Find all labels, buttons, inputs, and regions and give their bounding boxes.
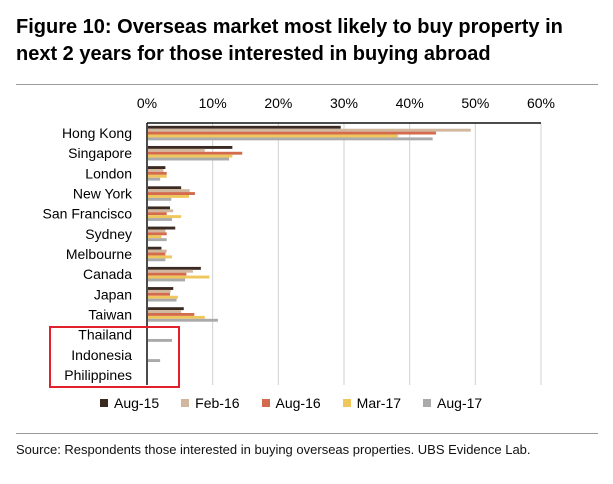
legend-swatch: [342, 399, 351, 407]
bar: [148, 212, 167, 216]
category-label: Philippines: [64, 367, 132, 383]
bar: [148, 238, 167, 242]
bar: [148, 189, 190, 193]
bar: [148, 298, 177, 302]
category-label: Singapore: [68, 145, 132, 161]
bars: [148, 125, 471, 363]
legend-swatch: [181, 399, 190, 407]
gridlines: [147, 122, 542, 385]
bar: [148, 249, 167, 253]
bar: [148, 134, 398, 138]
bar: [148, 148, 205, 152]
legend-label: Aug-15: [114, 395, 160, 411]
bar: [148, 174, 167, 178]
category-label: Indonesia: [71, 347, 132, 363]
x-tick-label: 10%: [199, 95, 227, 111]
bar: [148, 218, 172, 221]
category-label: Taiwan: [88, 306, 132, 322]
bar: [148, 278, 186, 282]
bar: [148, 315, 205, 319]
legend-label: Feb-16: [195, 395, 240, 411]
bar: [148, 229, 166, 233]
category-label: Canada: [83, 266, 132, 282]
bar: [148, 157, 230, 161]
category-label: Japan: [94, 286, 132, 302]
category-label: New York: [73, 186, 133, 202]
category-label: Hong Kong: [62, 125, 132, 141]
category-label: San Francisco: [43, 206, 133, 222]
bar: [148, 287, 174, 290]
bar: [148, 166, 166, 170]
bar: [148, 215, 182, 219]
bar: [148, 338, 172, 342]
legend-swatch: [423, 399, 432, 407]
category-label: Sydney: [85, 226, 132, 242]
legend-swatch: [261, 399, 270, 407]
legend-label: Aug-17: [437, 395, 483, 411]
bar: [148, 197, 172, 201]
bar: [148, 272, 187, 276]
bar: [148, 252, 166, 256]
legend-entry: Mar-17: [342, 395, 402, 411]
bar: [148, 295, 178, 299]
bar: [148, 154, 233, 158]
bar: [148, 246, 162, 250]
bar: [148, 307, 184, 311]
x-tick-label: 40%: [396, 95, 424, 111]
bar: [148, 131, 436, 135]
bar: [148, 275, 210, 279]
bar: [148, 313, 195, 316]
bottom-divider: [16, 433, 598, 434]
legend-entry: Aug-17: [423, 395, 482, 411]
bar: [148, 151, 243, 155]
bar: [148, 232, 167, 236]
bar: [148, 266, 201, 270]
category-label: Thailand: [78, 327, 132, 343]
x-tick-label: 20%: [264, 95, 292, 111]
bar: [148, 145, 233, 149]
bar: [148, 359, 161, 363]
bar: [148, 192, 195, 195]
x-axis-ticks: 0% 10% 20% 30% 40% 50% 60%: [137, 95, 555, 111]
bar: [148, 269, 193, 273]
legend-swatch: [100, 399, 108, 407]
bar: [148, 125, 341, 129]
bar: [148, 289, 171, 293]
bar: [148, 186, 182, 190]
bar: [148, 209, 174, 213]
x-tick-label: 60%: [527, 95, 555, 111]
bar: [148, 128, 471, 132]
x-tick-label: 30%: [330, 95, 358, 111]
legend-entry: Aug-15: [100, 395, 159, 411]
bar: [148, 226, 176, 230]
bar: [148, 194, 190, 198]
bar: [148, 171, 167, 175]
category-label: London: [85, 165, 132, 181]
bar: [148, 310, 182, 314]
legend-entry: Feb-16: [181, 395, 240, 411]
highlight-box: [49, 326, 180, 388]
legend: Aug-15 Feb-16 Aug-16 Mar-17 Aug-17: [100, 395, 580, 411]
bar: [148, 235, 162, 239]
category-labels: Hong Kong Singapore London New York San Fran…: [43, 125, 133, 383]
legend-label: Mar-17: [356, 395, 402, 411]
bar: [148, 258, 166, 262]
top-divider: [16, 84, 598, 85]
bar: [148, 177, 161, 181]
source-note: Source: Respondents those interested in …: [16, 442, 531, 457]
x-tick-label: 50%: [461, 95, 489, 111]
legend-label: Aug-16: [275, 395, 321, 411]
bar: [148, 169, 164, 172]
category-label: Melbourne: [66, 246, 132, 262]
chart-title: Figure 10: Overseas market most likely t…: [16, 16, 563, 65]
bar: [148, 137, 433, 141]
bar: [148, 255, 172, 259]
bar: [148, 206, 170, 210]
x-tick-label: 0%: [137, 95, 157, 111]
bar: [148, 292, 170, 296]
bar: [148, 318, 218, 322]
legend-entry: Aug-16: [261, 395, 321, 411]
